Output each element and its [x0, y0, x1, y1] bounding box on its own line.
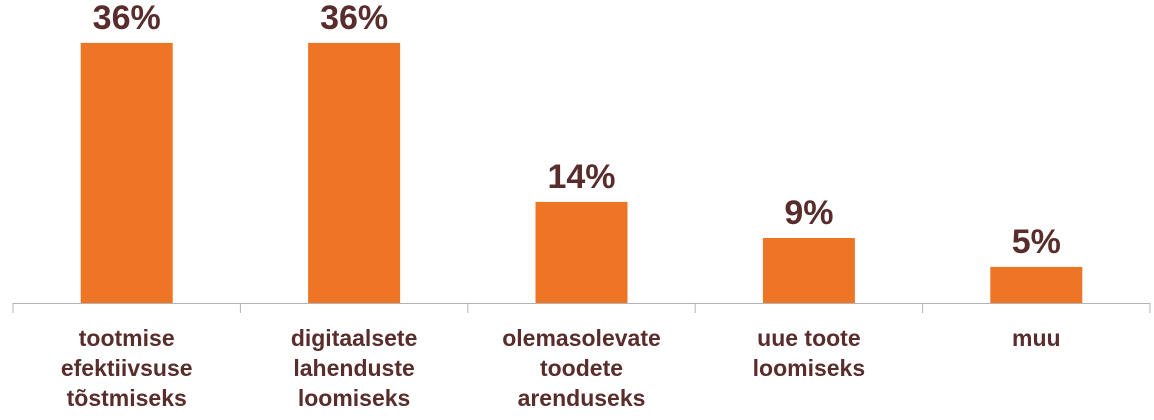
bars-group [80, 42, 1083, 304]
x-axis [12, 303, 1151, 313]
category-label-2: digitaalsete lahenduste loomiseks [291, 325, 418, 411]
data-label-1: 36% [93, 0, 161, 37]
category-label-1: tootmise efektiivsuse tõstmiseks [61, 325, 193, 411]
bar-1 [80, 42, 173, 304]
data-label-3: 14% [547, 158, 615, 196]
category-label-5: muu [1012, 325, 1061, 351]
category-label-4: uue toote loomiseks [753, 325, 866, 381]
data-label-4: 9% [784, 194, 833, 232]
bar-4 [762, 238, 855, 303]
bar-3 [535, 201, 628, 303]
category-label-3: olemasolevate toodete arenduseks [502, 325, 661, 411]
data-label-5: 5% [1012, 223, 1061, 261]
bar-2 [308, 42, 401, 304]
value-labels-group: 36% 36% 14% 9% 5% [93, 0, 1061, 261]
data-label-2: 36% [320, 0, 388, 37]
bar-5 [990, 266, 1083, 303]
category-labels-group: tootmise efektiivsuse tõstmiseks digitaalse… [61, 325, 1061, 411]
